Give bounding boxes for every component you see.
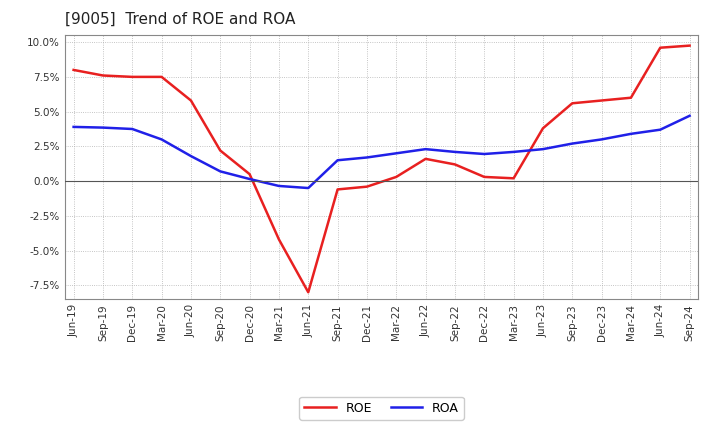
- ROA: [333, 158, 342, 163]
- ROA: [421, 147, 430, 152]
- ROE: [656, 45, 665, 50]
- ROE: [568, 101, 577, 106]
- ROA: [568, 141, 577, 146]
- Text: [9005]  Trend of ROE and ROA: [9005] Trend of ROE and ROA: [65, 12, 295, 27]
- ROA: [99, 125, 107, 130]
- ROE: [392, 174, 400, 180]
- ROE: [421, 156, 430, 161]
- Line: ROE: ROE: [73, 46, 690, 292]
- ROE: [333, 187, 342, 192]
- ROA: [656, 127, 665, 132]
- ROA: [69, 124, 78, 129]
- ROA: [216, 169, 225, 174]
- ROA: [363, 155, 372, 160]
- ROA: [246, 176, 254, 182]
- ROA: [685, 113, 694, 118]
- ROA: [128, 126, 137, 132]
- ROA: [304, 185, 312, 191]
- ROA: [274, 183, 283, 189]
- Line: ROA: ROA: [73, 116, 690, 188]
- ROE: [186, 98, 195, 103]
- ROA: [509, 149, 518, 154]
- ROE: [451, 162, 459, 167]
- ROE: [480, 174, 489, 180]
- ROA: [626, 131, 635, 136]
- ROE: [685, 43, 694, 48]
- ROE: [128, 74, 137, 80]
- ROA: [480, 151, 489, 157]
- ROE: [304, 290, 312, 295]
- ROA: [598, 137, 606, 142]
- ROE: [216, 148, 225, 153]
- ROE: [69, 67, 78, 73]
- ROE: [246, 172, 254, 177]
- ROE: [509, 176, 518, 181]
- ROA: [539, 147, 547, 152]
- ROE: [626, 95, 635, 100]
- ROA: [157, 137, 166, 142]
- ROE: [157, 74, 166, 80]
- Legend: ROE, ROA: ROE, ROA: [300, 397, 464, 420]
- ROA: [392, 150, 400, 156]
- ROE: [598, 98, 606, 103]
- ROE: [363, 184, 372, 189]
- ROA: [451, 149, 459, 154]
- ROA: [186, 154, 195, 159]
- ROE: [99, 73, 107, 78]
- ROE: [539, 126, 547, 131]
- ROE: [274, 237, 283, 242]
